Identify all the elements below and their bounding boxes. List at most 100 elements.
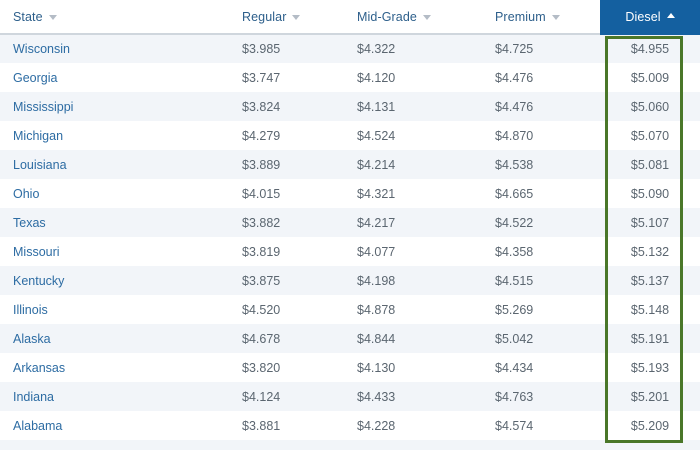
table-row: Louisiana $3.889 $4.214 $4.538 $5.081	[0, 150, 700, 179]
cell-state[interactable]: Mississippi	[0, 92, 224, 121]
cell-diesel: $5.191	[600, 324, 700, 353]
cell-diesel: $5.070	[600, 121, 700, 150]
table-row: Arkansas $3.820 $4.130 $4.434 $5.193	[0, 353, 700, 382]
cell-state[interactable]: Louisiana	[0, 150, 224, 179]
cell-midgrade: $4.214	[339, 150, 477, 179]
cell-regular: $4.520	[224, 295, 339, 324]
table-row: Ohio $4.015 $4.321 $4.665 $5.090	[0, 179, 700, 208]
column-header-regular[interactable]: Regular	[224, 0, 339, 35]
cell-diesel: $5.148	[600, 295, 700, 324]
cell-premium: $4.358	[477, 237, 600, 266]
cell-premium: $4.522	[477, 208, 600, 237]
cell-state[interactable]: Wisconsin	[0, 34, 224, 63]
column-header-regular-label: Regular	[242, 9, 287, 24]
table-row: Alaska $4.678 $4.844 $5.042 $5.191	[0, 324, 700, 353]
cell-midgrade: $4.322	[339, 34, 477, 63]
chevron-down-icon	[551, 15, 560, 20]
cell-midgrade: $4.844	[339, 324, 477, 353]
table-row: Wisconsin $3.985 $4.322 $4.725 $4.955	[0, 34, 700, 63]
cell-regular: $4.015	[224, 179, 339, 208]
cell-premium: $4.665	[477, 179, 600, 208]
table-row: Alabama $3.881 $4.228 $4.574 $5.209	[0, 411, 700, 440]
cell-premium: $4.476	[477, 92, 600, 121]
cell-regular: $3.875	[224, 266, 339, 295]
cell-midgrade: $4.228	[339, 411, 477, 440]
table-row: Mississippi $3.824 $4.131 $4.476 $5.060	[0, 92, 700, 121]
table-row: Georgia $3.747 $4.120 $4.476 $5.009	[0, 63, 700, 92]
fuel-price-table: State Regular Mid-Grade	[0, 0, 700, 440]
cell-regular: $3.889	[224, 150, 339, 179]
cell-state[interactable]: Michigan	[0, 121, 224, 150]
cell-regular: $3.820	[224, 353, 339, 382]
cell-state[interactable]: Illinois	[0, 295, 224, 324]
cell-state[interactable]: Indiana	[0, 382, 224, 411]
cell-state[interactable]: Texas	[0, 208, 224, 237]
cell-diesel: $4.955	[600, 34, 700, 63]
cell-midgrade: $4.077	[339, 237, 477, 266]
cell-regular: $3.824	[224, 92, 339, 121]
cell-diesel: $5.132	[600, 237, 700, 266]
table-row: Missouri $3.819 $4.077 $4.358 $5.132	[0, 237, 700, 266]
chevron-down-icon	[292, 15, 301, 20]
cell-diesel: $5.060	[600, 92, 700, 121]
chevron-down-icon	[422, 15, 431, 20]
cell-regular: $4.124	[224, 382, 339, 411]
cell-state[interactable]: Georgia	[0, 63, 224, 92]
column-header-premium-label: Premium	[495, 9, 546, 24]
cell-midgrade: $4.524	[339, 121, 477, 150]
table-row: Texas $3.882 $4.217 $4.522 $5.107	[0, 208, 700, 237]
column-header-state[interactable]: State	[0, 0, 224, 35]
cell-premium: $5.269	[477, 295, 600, 324]
cell-regular: $4.678	[224, 324, 339, 353]
cell-midgrade: $4.321	[339, 179, 477, 208]
cell-midgrade: $4.130	[339, 353, 477, 382]
cell-premium: $5.042	[477, 324, 600, 353]
cell-diesel: $5.090	[600, 179, 700, 208]
cell-state[interactable]: Kentucky	[0, 266, 224, 295]
cell-premium: $4.870	[477, 121, 600, 150]
cell-diesel: $5.107	[600, 208, 700, 237]
column-header-diesel-label: Diesel	[625, 9, 661, 24]
column-header-diesel[interactable]: Diesel	[600, 0, 700, 35]
column-header-midgrade-label: Mid-Grade	[357, 9, 417, 24]
cell-midgrade: $4.120	[339, 63, 477, 92]
table-header: State Regular Mid-Grade	[0, 0, 700, 35]
cell-premium: $4.574	[477, 411, 600, 440]
cell-diesel: $5.081	[600, 150, 700, 179]
table-row: Michigan $4.279 $4.524 $4.870 $5.070	[0, 121, 700, 150]
cell-diesel: $5.193	[600, 353, 700, 382]
table-body: Wisconsin $3.985 $4.322 $4.725 $4.955 Georgia…	[0, 34, 700, 440]
table-row: Kentucky $3.875 $4.198 $4.515 $5.137	[0, 266, 700, 295]
cell-midgrade: $4.198	[339, 266, 477, 295]
cell-state[interactable]: Missouri	[0, 237, 224, 266]
cell-premium: $4.434	[477, 353, 600, 382]
cell-diesel: $5.137	[600, 266, 700, 295]
cell-state[interactable]: Alabama	[0, 411, 224, 440]
cell-regular: $3.747	[224, 63, 339, 92]
table-header-row: State Regular Mid-Grade	[0, 0, 700, 35]
cell-state[interactable]: Arkansas	[0, 353, 224, 382]
column-header-state-label: State	[13, 9, 43, 24]
cell-state[interactable]: Alaska	[0, 324, 224, 353]
caret-up-icon	[666, 13, 675, 18]
cell-midgrade: $4.433	[339, 382, 477, 411]
cell-regular: $3.881	[224, 411, 339, 440]
cell-state[interactable]: Ohio	[0, 179, 224, 208]
cell-diesel: $5.201	[600, 382, 700, 411]
cell-diesel: $5.009	[600, 63, 700, 92]
cell-premium: $4.515	[477, 266, 600, 295]
cell-premium: $4.476	[477, 63, 600, 92]
column-header-premium[interactable]: Premium	[477, 0, 600, 35]
column-header-midgrade[interactable]: Mid-Grade	[339, 0, 477, 35]
cell-regular: $3.882	[224, 208, 339, 237]
cell-premium: $4.538	[477, 150, 600, 179]
table-row: Illinois $4.520 $4.878 $5.269 $5.148	[0, 295, 700, 324]
cell-regular: $3.985	[224, 34, 339, 63]
cell-diesel: $5.209	[600, 411, 700, 440]
cell-midgrade: $4.217	[339, 208, 477, 237]
cell-midgrade: $4.131	[339, 92, 477, 121]
table-bottom-filler	[0, 440, 700, 450]
cell-midgrade: $4.878	[339, 295, 477, 324]
cell-regular: $4.279	[224, 121, 339, 150]
